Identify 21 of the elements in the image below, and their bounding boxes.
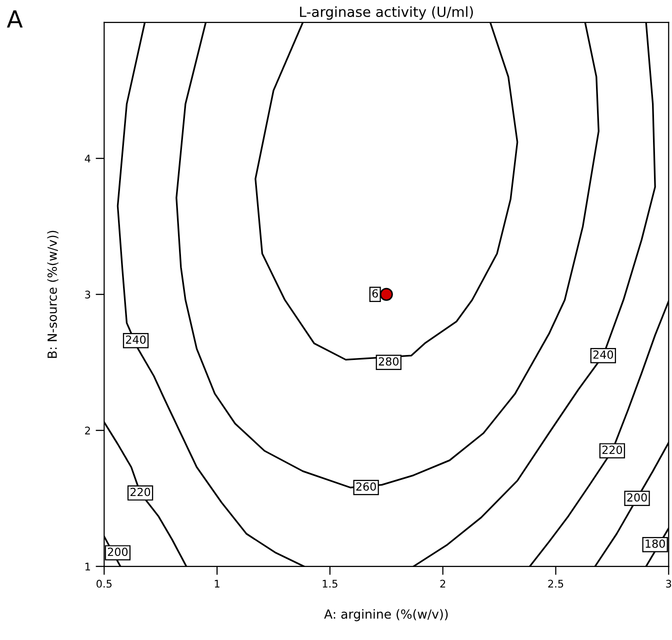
text: A <box>6 10 23 28</box>
y-tick-label: 1 <box>85 562 90 570</box>
chart-title: L-arginase activity (U/ml) <box>300 6 473 20</box>
point <box>380 288 393 301</box>
annotation: 260 <box>356 482 376 491</box>
annotation: 6 <box>372 289 378 298</box>
annotation: 200 <box>108 548 128 556</box>
x-tick-label: 2.5 <box>548 580 564 588</box>
y-tick-label: 4 <box>84 154 90 162</box>
y-axis-title: B: N-source (%(w/v)) <box>47 230 58 358</box>
x-tick-label: 1.5 <box>322 580 338 588</box>
annotation: 240 <box>126 335 146 344</box>
x-tick-label: 3 <box>666 580 672 588</box>
x-tick-label: 1 <box>214 580 220 588</box>
y-tick-label: 2 <box>85 426 90 434</box>
x-axis-title: A: arginine (%(w/v)) <box>324 609 448 622</box>
y-tick-label: 3 <box>85 290 90 299</box>
annotation: 280 <box>378 357 399 366</box>
annotation: 180 <box>646 539 665 548</box>
x-tick-label: 2 <box>440 580 446 588</box>
x-tick-label: 0.5 <box>96 580 112 588</box>
